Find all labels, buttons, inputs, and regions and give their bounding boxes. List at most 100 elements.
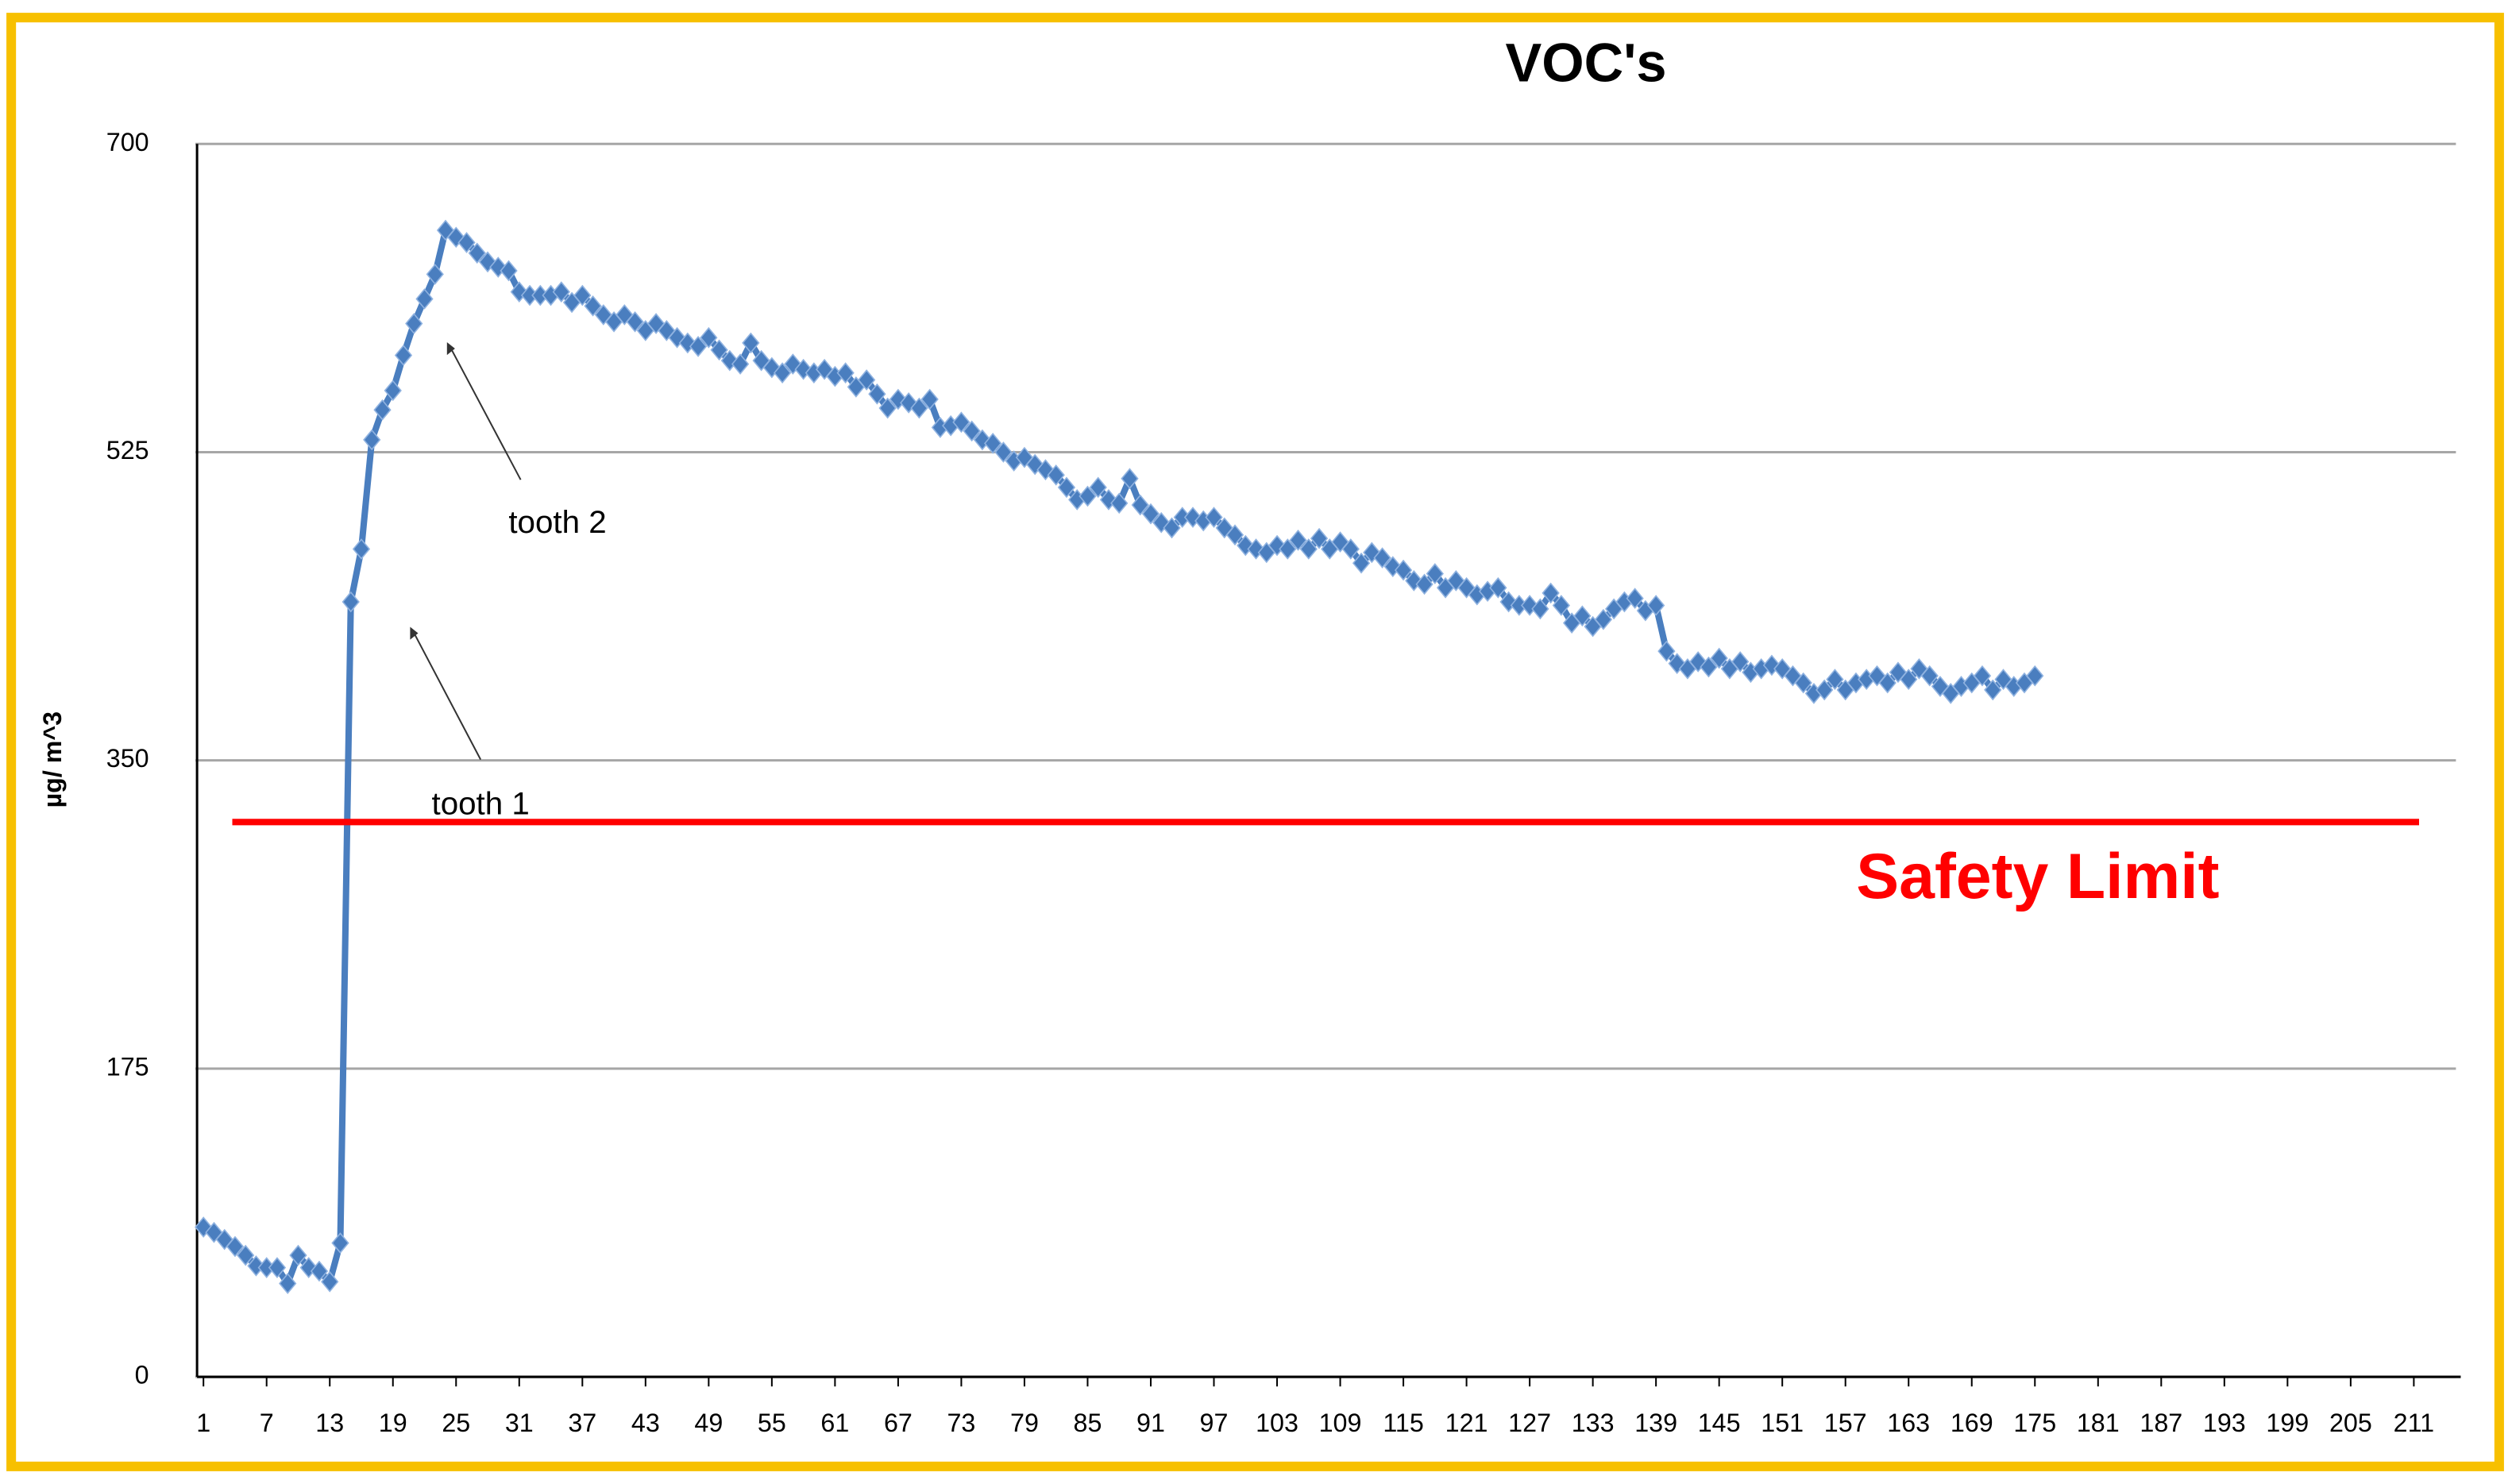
point [426,264,444,285]
point [1826,669,1844,690]
point [1910,657,1928,680]
point [2026,665,2044,687]
point [215,1228,233,1251]
point [700,326,718,349]
point [394,345,413,366]
point [1079,485,1097,507]
point [1626,588,1644,609]
point [1794,672,1812,694]
y-tick-label: 0 [135,1361,149,1390]
x-tick-label: 7 [260,1409,274,1437]
point [1647,595,1665,616]
point [1710,647,1728,669]
x-tick-label: 211 [2394,1409,2434,1437]
arrow [412,631,482,761]
point [405,313,423,334]
point [478,251,497,273]
x-tick-label: 139 [1634,1409,1677,1437]
x-tick-label: 97 [1200,1409,1229,1437]
point [994,441,1013,463]
point [1131,494,1149,516]
point [1183,507,1202,528]
point [1594,608,1613,630]
point [321,1270,339,1293]
x-tick-label: 145 [1698,1409,1741,1437]
x-tick-label: 31 [505,1409,534,1437]
point [1984,679,2002,701]
arrow-head [410,626,419,640]
point [468,242,486,264]
x-tick-label: 55 [758,1409,786,1437]
point [415,288,434,310]
point [1542,582,1560,604]
point [1341,538,1360,560]
point [489,256,507,278]
x-tick-label: 181 [2077,1409,2120,1437]
point [784,353,802,375]
point [1089,476,1107,499]
x-tick-label: 73 [947,1409,975,1437]
point [720,349,739,372]
point [1237,534,1255,557]
x-tick-label: 157 [1824,1409,1867,1437]
point [1121,468,1139,490]
y-tick-label: 525 [106,436,149,464]
point [205,1221,223,1243]
point [310,1260,329,1282]
y-tick-label: 700 [106,128,149,156]
point [1657,640,1676,662]
point [1731,651,1750,673]
x-tick-label: 103 [1256,1409,1298,1437]
point [510,281,528,303]
annotation: tooth 1 [431,786,529,822]
x-tick-label: 1 [196,1409,210,1437]
point [1205,507,1223,528]
point [268,1257,287,1278]
x-tick-label: 49 [694,1409,723,1437]
point [952,411,970,434]
point [1573,605,1592,627]
point [195,1216,213,1238]
point [594,304,612,326]
x-tick-label: 127 [1508,1409,1551,1437]
point [1552,595,1571,616]
point [1973,665,1992,687]
x-tick-label: 193 [2203,1409,2246,1437]
point [1931,676,1950,697]
point [1700,656,1718,678]
point [1994,669,2012,690]
x-tick-label: 91 [1136,1409,1165,1437]
point [1878,672,1897,694]
x-tick-label: 205 [2329,1409,2372,1437]
point [910,397,928,419]
point [331,1232,349,1254]
point [1047,464,1065,486]
x-tick-label: 13 [315,1409,344,1437]
point [457,232,476,253]
y-tick-label: 175 [106,1052,149,1081]
point [1373,547,1391,569]
x-tick-label: 37 [568,1409,596,1437]
y-tick-label: 350 [106,744,149,773]
point [341,591,360,613]
point [247,1255,265,1277]
chart-title: VOC's [1506,33,1667,94]
point [1383,556,1402,577]
point [1163,517,1181,539]
point [963,420,981,442]
point [1110,492,1129,515]
x-tick-label: 19 [379,1409,407,1437]
point [363,429,381,451]
arrow [449,346,522,480]
point [836,362,855,384]
point [1331,531,1349,553]
point [1289,530,1307,551]
point [973,429,992,451]
point [373,399,392,421]
point [1489,576,1507,599]
point [868,383,886,405]
point [1299,538,1318,560]
point [1310,527,1329,549]
annotation: tooth 2 [508,504,606,540]
